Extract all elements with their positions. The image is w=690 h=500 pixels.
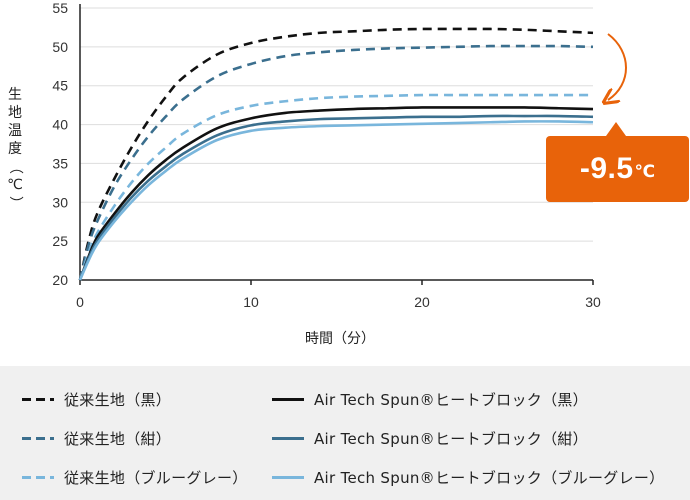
- callout-pointer: [606, 122, 626, 136]
- y-axis-title-char: ）: [7, 196, 23, 210]
- legend-swatch: [272, 436, 304, 440]
- series-line-1: [78, 27, 594, 281]
- legend-label: 従来生地（紺）: [64, 429, 172, 448]
- y-axis-title-char: 温: [8, 123, 22, 139]
- y-tick-label: 25: [52, 233, 68, 249]
- series-lines: [78, 27, 594, 281]
- x-axis-title: 時間（分）: [305, 331, 375, 347]
- legend-label: 従来生地（ブルーグレー）: [64, 468, 248, 487]
- y-tick-label: 50: [52, 39, 68, 55]
- legend-item: Air Tech Spun®ヒートブロック（紺）: [272, 426, 588, 450]
- y-axis-title: 生地温度 （ ℃ ）: [4, 86, 26, 212]
- legend-item: 従来生地（ブルーグレー）: [22, 465, 248, 489]
- y-tick-label: 55: [52, 0, 68, 16]
- callout-unit: ℃: [634, 162, 656, 182]
- x-tick-label: 10: [243, 294, 259, 310]
- legend-swatch: [22, 436, 54, 440]
- line-chart: 20 25 30 35 40 45 50 55 0 10 20 30 時間（分）: [52, 0, 627, 347]
- series-line-5: [78, 114, 594, 281]
- legend-swatch: [272, 475, 304, 479]
- series-line-3: [78, 93, 593, 281]
- x-tick-label: 20: [414, 294, 430, 310]
- series-line-4: [78, 106, 594, 281]
- legend-label: Air Tech Spun®ヒートブロック（紺）: [314, 429, 588, 448]
- x-tick-label: 0: [76, 294, 84, 310]
- legend-label: Air Tech Spun®ヒートブロック（黒）: [314, 390, 588, 409]
- callout-value: -9.5: [579, 152, 634, 185]
- y-axis-title-char: 度: [8, 141, 22, 157]
- legend-item: Air Tech Spun®ヒートブロック（黒）: [272, 387, 588, 411]
- y-axis-title-char: ℃: [7, 177, 23, 193]
- series-line-2: [78, 44, 594, 281]
- legend-swatch: [22, 397, 54, 401]
- y-axis-title-char: 地: [8, 105, 22, 121]
- x-tick-label: 30: [585, 294, 601, 310]
- gridlines: [80, 7, 593, 242]
- callout-box: -9.5 ℃: [546, 136, 689, 202]
- legend-label: Air Tech Spun®ヒートブロック（ブルーグレー）: [314, 468, 665, 487]
- y-tick-label: 45: [52, 78, 68, 94]
- legend-item: Air Tech Spun®ヒートブロック（ブルーグレー）: [272, 465, 665, 489]
- series-line-6: [78, 120, 594, 281]
- y-tick-label: 30: [52, 194, 68, 210]
- legend-swatch: [272, 397, 304, 401]
- legend-item: 従来生地（黒）: [22, 387, 171, 411]
- y-axis-title-char: 生: [8, 87, 22, 103]
- legend: 従来生地（黒） 従来生地（紺） 従来生地（ブルーグレー） Air Tech Spun®…: [0, 366, 690, 500]
- y-tick-label: 40: [52, 117, 68, 133]
- legend-swatch: [22, 475, 54, 479]
- y-axis-title-char: （: [7, 160, 23, 174]
- legend-label: 従来生地（黒）: [64, 390, 172, 409]
- y-tick-label: 20: [52, 272, 68, 288]
- y-tick-label: 35: [52, 155, 68, 171]
- axes: 20 25 30 35 40 45 50 55 0 10 20 30: [52, 0, 601, 310]
- legend-item: 従来生地（紺）: [22, 426, 171, 450]
- difference-callout: -9.5 ℃: [546, 122, 689, 202]
- difference-arrow: [608, 33, 627, 100]
